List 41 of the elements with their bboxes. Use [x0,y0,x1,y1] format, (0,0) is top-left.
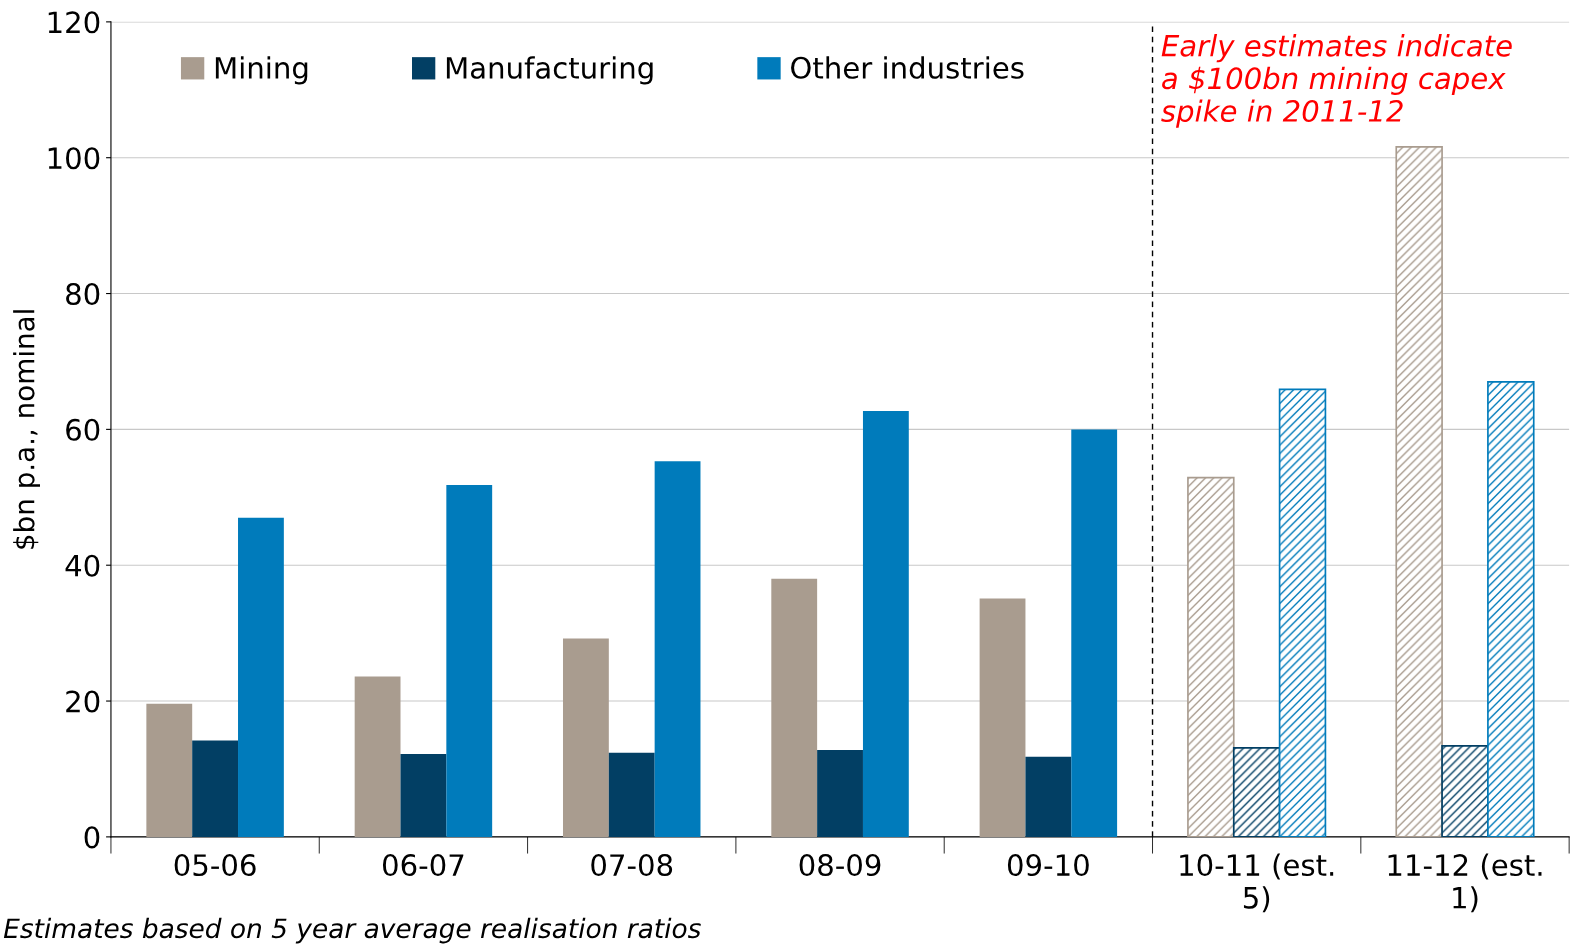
bar [562,638,609,837]
bar [862,411,909,837]
bar [446,485,493,837]
bar [817,749,863,837]
legend-label: Mining [215,56,308,85]
bar [1232,747,1281,837]
bar [1441,745,1489,837]
x-tick-label: 05-06 [174,854,256,877]
bar [238,517,284,837]
y-tick-label: 40 [65,554,100,577]
bar [654,461,701,837]
legend-label: Manufacturing [446,56,653,85]
bar [1395,146,1443,837]
y-axis-title: $bn p.a., nominal [13,310,40,549]
x-tick-label: 08-09 [799,854,881,877]
x-tick-label: 09-10 [1007,854,1089,877]
bar [1025,756,1072,837]
bar [1071,429,1118,837]
bar [979,598,1026,837]
bar [1487,380,1535,837]
x-tick-label: 06-07 [382,854,464,877]
bar [400,754,447,837]
y-tick-label: 20 [66,690,100,713]
text: Estimates based on 5 year average realisation ratios [3,917,701,944]
y-tick-label: 80 [66,282,100,306]
x-tick-label: 07-08 [591,854,673,877]
bar [771,578,818,837]
bar [354,676,401,837]
x-tick-label: 10-11 (est. 5) [1180,853,1334,913]
annotation: Early estimates indicate a $100bn mining capex spike in 2011-12 [1161,34,1512,128]
bar [608,752,655,837]
bar [1278,388,1327,837]
bar [146,703,193,837]
x-tick-label: 11-12 (est. 1) [1388,853,1542,913]
legend-label: Other industries [791,56,1024,79]
y-tick-label: 120 [48,11,100,34]
bar [1187,476,1235,837]
y-tick-label: 100 [48,147,100,170]
bar [192,740,239,837]
y-tick-label: 60 [66,418,100,441]
y-tick-label: 0 [84,826,100,849]
